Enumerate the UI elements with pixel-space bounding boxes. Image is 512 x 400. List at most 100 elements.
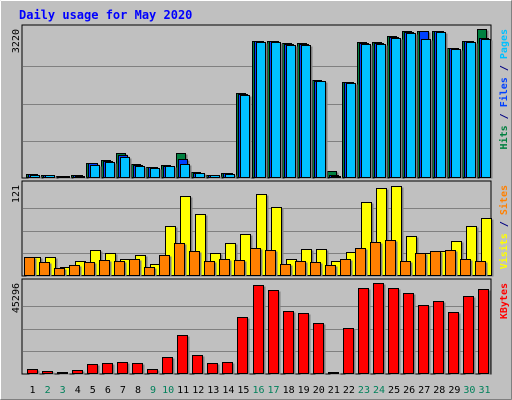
- bar-sites: [99, 260, 110, 276]
- bar-pages: [30, 175, 40, 178]
- bar-pages: [210, 175, 220, 178]
- bar-sites: [189, 251, 200, 276]
- bar-kbytes: [162, 357, 173, 374]
- x-tick-label: 21: [328, 385, 340, 396]
- bar-pages: [195, 173, 205, 178]
- bar-kbytes: [147, 369, 158, 374]
- bar-sites: [445, 250, 456, 276]
- legend-segment: Pages: [499, 29, 510, 59]
- bar-kbytes: [177, 335, 188, 374]
- bar-kbytes: [358, 288, 369, 374]
- bar-pages: [406, 33, 416, 178]
- bar-kbytes: [373, 283, 384, 374]
- bar-sites: [310, 262, 321, 276]
- bar-sites: [174, 243, 185, 276]
- bar-sites: [234, 260, 245, 276]
- bar-kbytes: [57, 372, 68, 374]
- x-tick-label: 7: [120, 385, 126, 396]
- bar-pages: [481, 39, 491, 178]
- chart-title: Daily usage for May 2020: [19, 8, 192, 22]
- bar-pages: [135, 166, 145, 178]
- bar-pages: [466, 42, 476, 178]
- bar-sites: [129, 259, 140, 276]
- panels-layer: 3220 Hits / Files / Pages 121 Visits / Site…: [11, 24, 510, 375]
- bar-kbytes: [403, 293, 414, 374]
- bar-sites: [280, 264, 291, 276]
- x-tick-label: 23: [358, 385, 370, 396]
- bar-kbytes: [117, 362, 128, 374]
- bar-pages: [451, 49, 461, 178]
- bar-kbytes: [478, 289, 489, 374]
- bar-sites: [325, 265, 336, 276]
- bars-bottom: [27, 283, 491, 375]
- bar-pages: [105, 162, 115, 178]
- bar-sites: [475, 261, 486, 276]
- bar-kbytes: [87, 364, 98, 374]
- legend-segment: /: [499, 215, 510, 233]
- series-legend: Hits / Files / Pages: [498, 29, 510, 149]
- bar-sites: [219, 259, 230, 276]
- x-tick-label: 15: [237, 385, 249, 396]
- legend-segment: Visits: [498, 233, 510, 269]
- bar-pages: [150, 168, 160, 178]
- series-legend: Visits / Sites: [498, 185, 510, 269]
- bar-kbytes: [253, 285, 264, 374]
- bar-kbytes: [222, 362, 233, 374]
- bar-pages: [286, 45, 296, 178]
- bar-kbytes: [463, 296, 474, 374]
- series-legend: KBytes: [499, 283, 510, 319]
- bar-kbytes: [72, 370, 83, 374]
- x-tick-label: 5: [90, 385, 96, 396]
- x-tick-label: 17: [268, 385, 280, 396]
- bar-kbytes: [433, 301, 444, 374]
- panel-top: 3220 Hits / Files / Pages: [11, 24, 510, 179]
- x-tick-label: 2: [45, 385, 51, 396]
- x-tick-label: 29: [448, 385, 460, 396]
- bars-top: [26, 29, 493, 179]
- bar-kbytes: [448, 312, 459, 374]
- bar-sites: [159, 255, 170, 276]
- bar-pages: [361, 44, 371, 178]
- bar-pages: [331, 176, 341, 178]
- x-tick-label: 1: [30, 385, 36, 396]
- bar-kbytes: [42, 371, 53, 374]
- bar-pages: [421, 39, 431, 178]
- bar-sites: [114, 261, 125, 276]
- bar-pages: [180, 164, 190, 178]
- bar-sites: [144, 267, 155, 276]
- x-tick-label: 28: [433, 385, 445, 396]
- bar-sites: [400, 261, 411, 276]
- bar-pages: [271, 42, 281, 178]
- bar-sites: [415, 253, 426, 276]
- panel-middle: 121 Visits / Sites: [11, 180, 510, 277]
- x-tick-label: 14: [222, 385, 234, 396]
- x-tick-label: 18: [283, 385, 295, 396]
- bar-kbytes: [207, 363, 218, 374]
- bar-kbytes: [343, 328, 354, 374]
- bar-pages: [75, 176, 85, 178]
- x-tick-label: 19: [298, 385, 310, 396]
- bar-kbytes: [313, 323, 324, 374]
- bar-sites: [340, 259, 351, 276]
- x-tick-label: 31: [478, 385, 490, 396]
- panel-bottom: 45296 KBytes: [11, 278, 510, 375]
- legend-segment: Sites: [498, 185, 510, 215]
- bar-kbytes: [298, 313, 309, 374]
- x-tick-label: 12: [192, 385, 204, 396]
- bar-kbytes: [268, 290, 279, 374]
- bar-sites: [69, 265, 80, 276]
- x-tick-label: 16: [252, 385, 264, 396]
- bar-sites: [84, 262, 95, 276]
- bar-pages: [376, 44, 386, 178]
- bar-kbytes: [328, 372, 339, 374]
- x-tick-label: 3: [60, 385, 66, 396]
- legend-segment: /: [499, 59, 510, 77]
- x-tick-label: 25: [388, 385, 400, 396]
- y-max-label: 3220: [11, 29, 22, 53]
- bar-kbytes: [27, 369, 38, 374]
- bar-kbytes: [102, 363, 113, 374]
- bar-pages: [120, 157, 130, 178]
- bar-sites: [54, 268, 65, 276]
- bar-kbytes: [388, 288, 399, 374]
- x-tick-label: 10: [162, 385, 174, 396]
